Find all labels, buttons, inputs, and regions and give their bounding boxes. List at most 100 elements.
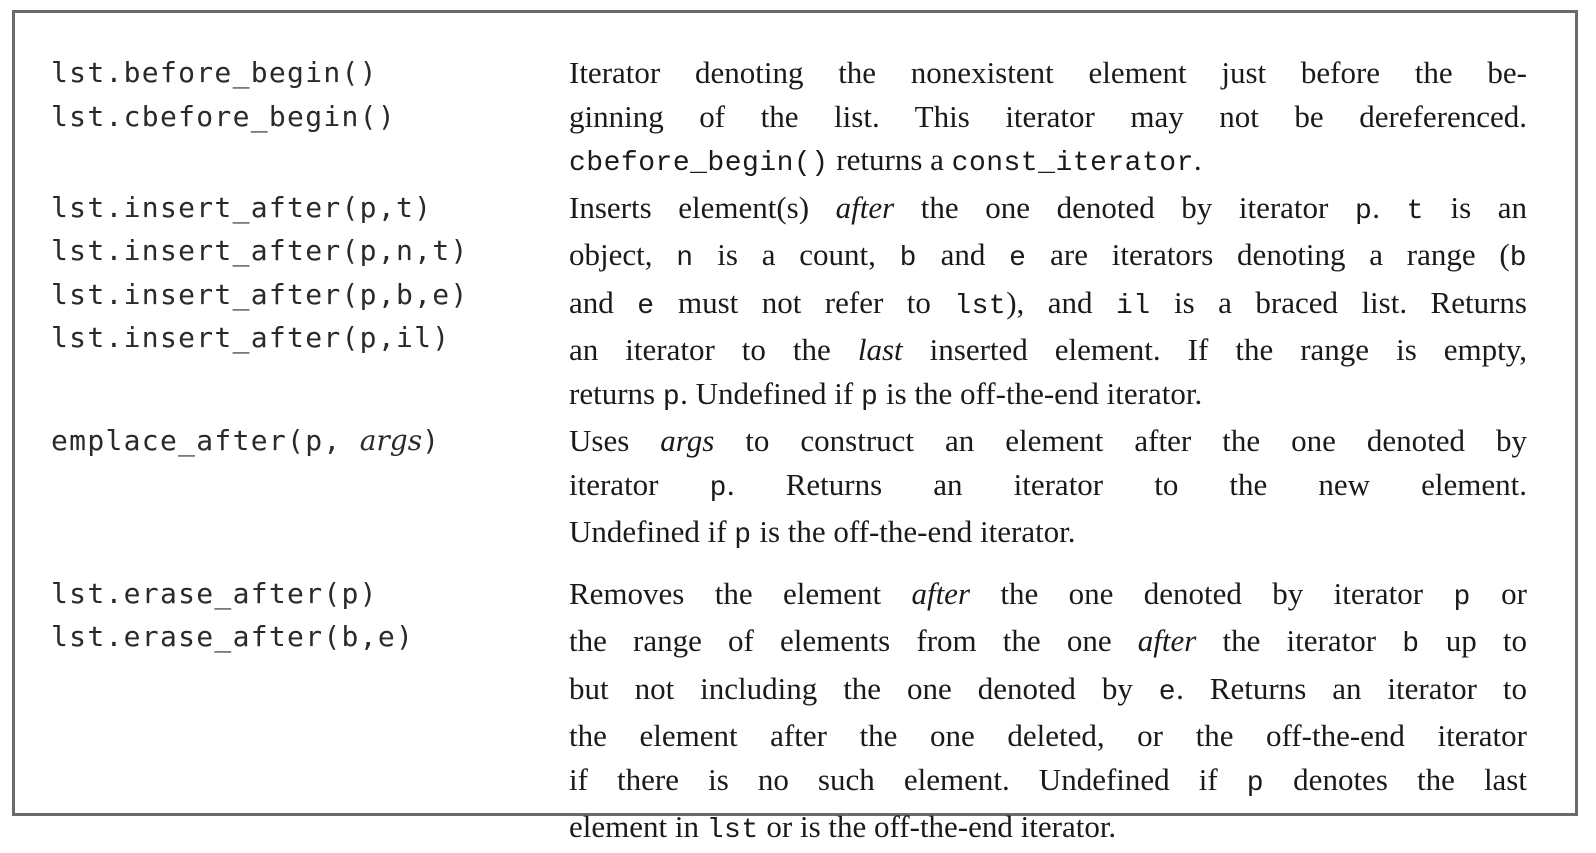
description-line: Removes the element after the one denote… [569, 572, 1527, 620]
text-run: the element after the one deleted, or th… [569, 718, 1527, 753]
text-run: ), and [1006, 284, 1116, 320]
emphasis: args [359, 424, 423, 457]
text-run: . Returns an iterator to the new element… [726, 466, 1527, 502]
text-run: up to [1419, 623, 1527, 658]
description-line: and e must not refer to lst), and il is … [569, 281, 1527, 329]
text-run: the iterator [1196, 623, 1403, 658]
operation-signature: lst.erase_after(b,e) [51, 620, 415, 653]
text-run: iterator [569, 466, 710, 502]
text-run: but not including the one denoted by [569, 670, 1159, 706]
text-run: . [1193, 142, 1202, 177]
text-run: object, [569, 237, 677, 272]
text-run: or is the off-the-end iterator. [758, 809, 1117, 844]
description-line: cbefore_begin() returns a const_iterator… [569, 138, 1527, 186]
operation-signatures: emplace_after(p, args) [51, 419, 569, 463]
inline-code: e [637, 290, 655, 322]
inline-code: p [1354, 195, 1373, 227]
text-run: and [569, 284, 638, 320]
operation-signature: lst.cbefore_begin() [51, 99, 396, 133]
description-line: Undefined if p is the off-the-end iterat… [569, 510, 1527, 558]
inline-code: p [734, 520, 752, 551]
text-run: denotes the last [1264, 761, 1527, 797]
inline-code: b [899, 243, 917, 274]
description-line: object, n is a count, b and e are iterat… [569, 233, 1527, 281]
inline-code: e [1009, 243, 1027, 274]
operation-signature: lst.insert_after(p,t) [51, 190, 433, 224]
text-run: the one denoted by iterator [970, 575, 1454, 611]
inline-code: p [860, 381, 879, 413]
operation-signatures: lst.insert_after(p,t) lst.insert_after(p,… [51, 186, 569, 360]
text-run: . Undefined if [680, 375, 861, 411]
inline-code: b [1509, 243, 1527, 274]
table-row: lst.before_begin() lst.cbefore_begin() Ite… [51, 51, 1571, 186]
operation-description: Inserts element(s) after the one denoted… [569, 186, 1527, 420]
table-row: lst.insert_after(p,t) lst.insert_after(p,… [51, 186, 1571, 420]
text-run: emplace_after(p, [51, 424, 360, 457]
description-line: Iterator denoting the nonexistent elemen… [569, 51, 1527, 95]
text-run: is the off-the-end iterator. [878, 375, 1203, 411]
text-run: to construct an element after the one de… [714, 423, 1527, 458]
text-run: Removes the element [569, 575, 912, 611]
text-run: and [916, 237, 1010, 272]
inline-code: cbefore_begin() [569, 148, 829, 179]
emphasis: last [857, 332, 903, 367]
inline-code: il [1115, 290, 1151, 322]
inline-code: p [709, 472, 727, 504]
text-run: an iterator to the [569, 332, 858, 367]
operation-signature: emplace_after(p, args) [51, 419, 569, 463]
text-run: ) [422, 424, 441, 457]
description-line: an iterator to the last inserted element… [569, 328, 1527, 372]
inline-code: p [662, 381, 681, 413]
text-run: the one denoted by iterator [894, 189, 1355, 225]
text-run: if there is no such element. Undefined i… [569, 761, 1247, 797]
text-run: is the off-the-end iterator. [751, 514, 1076, 549]
table-row: lst.erase_after(p) lst.erase_after(b,e) Re… [51, 572, 1571, 853]
description-line: if there is no such element. Undefined i… [569, 758, 1527, 806]
text-run: Inserts element(s) [569, 189, 836, 225]
description-line: ginning of the list. This iterator may n… [569, 95, 1527, 139]
forward-list-operations-table: lst.before_begin() lst.cbefore_begin() Ite… [51, 51, 1571, 853]
emphasis: after [911, 575, 971, 611]
description-line: the element after the one deleted, or th… [569, 714, 1527, 758]
inline-code: b [1402, 629, 1420, 660]
operation-signatures: lst.erase_after(p) lst.erase_after(b,e) [51, 572, 569, 659]
text-run: Iterator denoting the nonexistent elemen… [569, 55, 1527, 90]
operation-signatures: lst.before_begin() lst.cbefore_begin() [51, 51, 569, 138]
text-run: the range of elements from the one [569, 623, 1138, 658]
description-line: returns p. Undefined if p is the off-the… [569, 372, 1527, 420]
inline-code: p [1246, 767, 1265, 799]
description-line: element in lst or is the off-the-end ite… [569, 805, 1527, 853]
text-run: . [1372, 189, 1407, 225]
inline-code: const_iterator [951, 148, 1194, 179]
text-run: ginning of the list. This iterator may n… [569, 98, 1527, 134]
operation-description: Uses args to construct an element after … [569, 419, 1527, 558]
text-run: returns [569, 375, 663, 411]
text-run: or [1470, 575, 1527, 611]
description-line: the range of elements from the one after… [569, 619, 1527, 667]
table-row: emplace_after(p, args) Uses args to const… [51, 419, 1571, 558]
text-run: must not refer to [654, 284, 955, 320]
text-run: is a count, [693, 237, 900, 272]
text-run: Undefined if [569, 514, 735, 549]
operation-signature: lst.before_begin() [51, 56, 378, 89]
text-run: returns a [828, 142, 952, 177]
text-run: . Returns an iterator to [1176, 670, 1528, 706]
description-line: Uses args to construct an element after … [569, 419, 1527, 463]
text-run: Uses [569, 423, 661, 458]
operation-signature: lst.insert_after(p,il) [51, 321, 451, 354]
inline-code: p [1453, 581, 1471, 613]
text-run: element in [569, 809, 707, 844]
text-run: are iterators denoting a range ( [1026, 237, 1510, 272]
text-run: is an [1423, 189, 1527, 225]
description-line: Inserts element(s) after the one denoted… [569, 186, 1527, 234]
operation-signature: lst.erase_after(p) [51, 576, 378, 610]
operation-description: Removes the element after the one denote… [569, 572, 1527, 853]
operation-signature: lst.insert_after(p,n,t) [51, 234, 469, 267]
inline-code: e [1158, 676, 1177, 708]
emphasis: after [835, 189, 895, 225]
inline-code: lst [954, 290, 1007, 322]
operation-signature: lst.insert_after(p,b,e) [51, 277, 469, 311]
emphasis: args [660, 423, 715, 458]
table-frame: lst.before_begin() lst.cbefore_begin() Ite… [12, 10, 1578, 846]
description-line: but not including the one denoted by e. … [569, 667, 1527, 715]
